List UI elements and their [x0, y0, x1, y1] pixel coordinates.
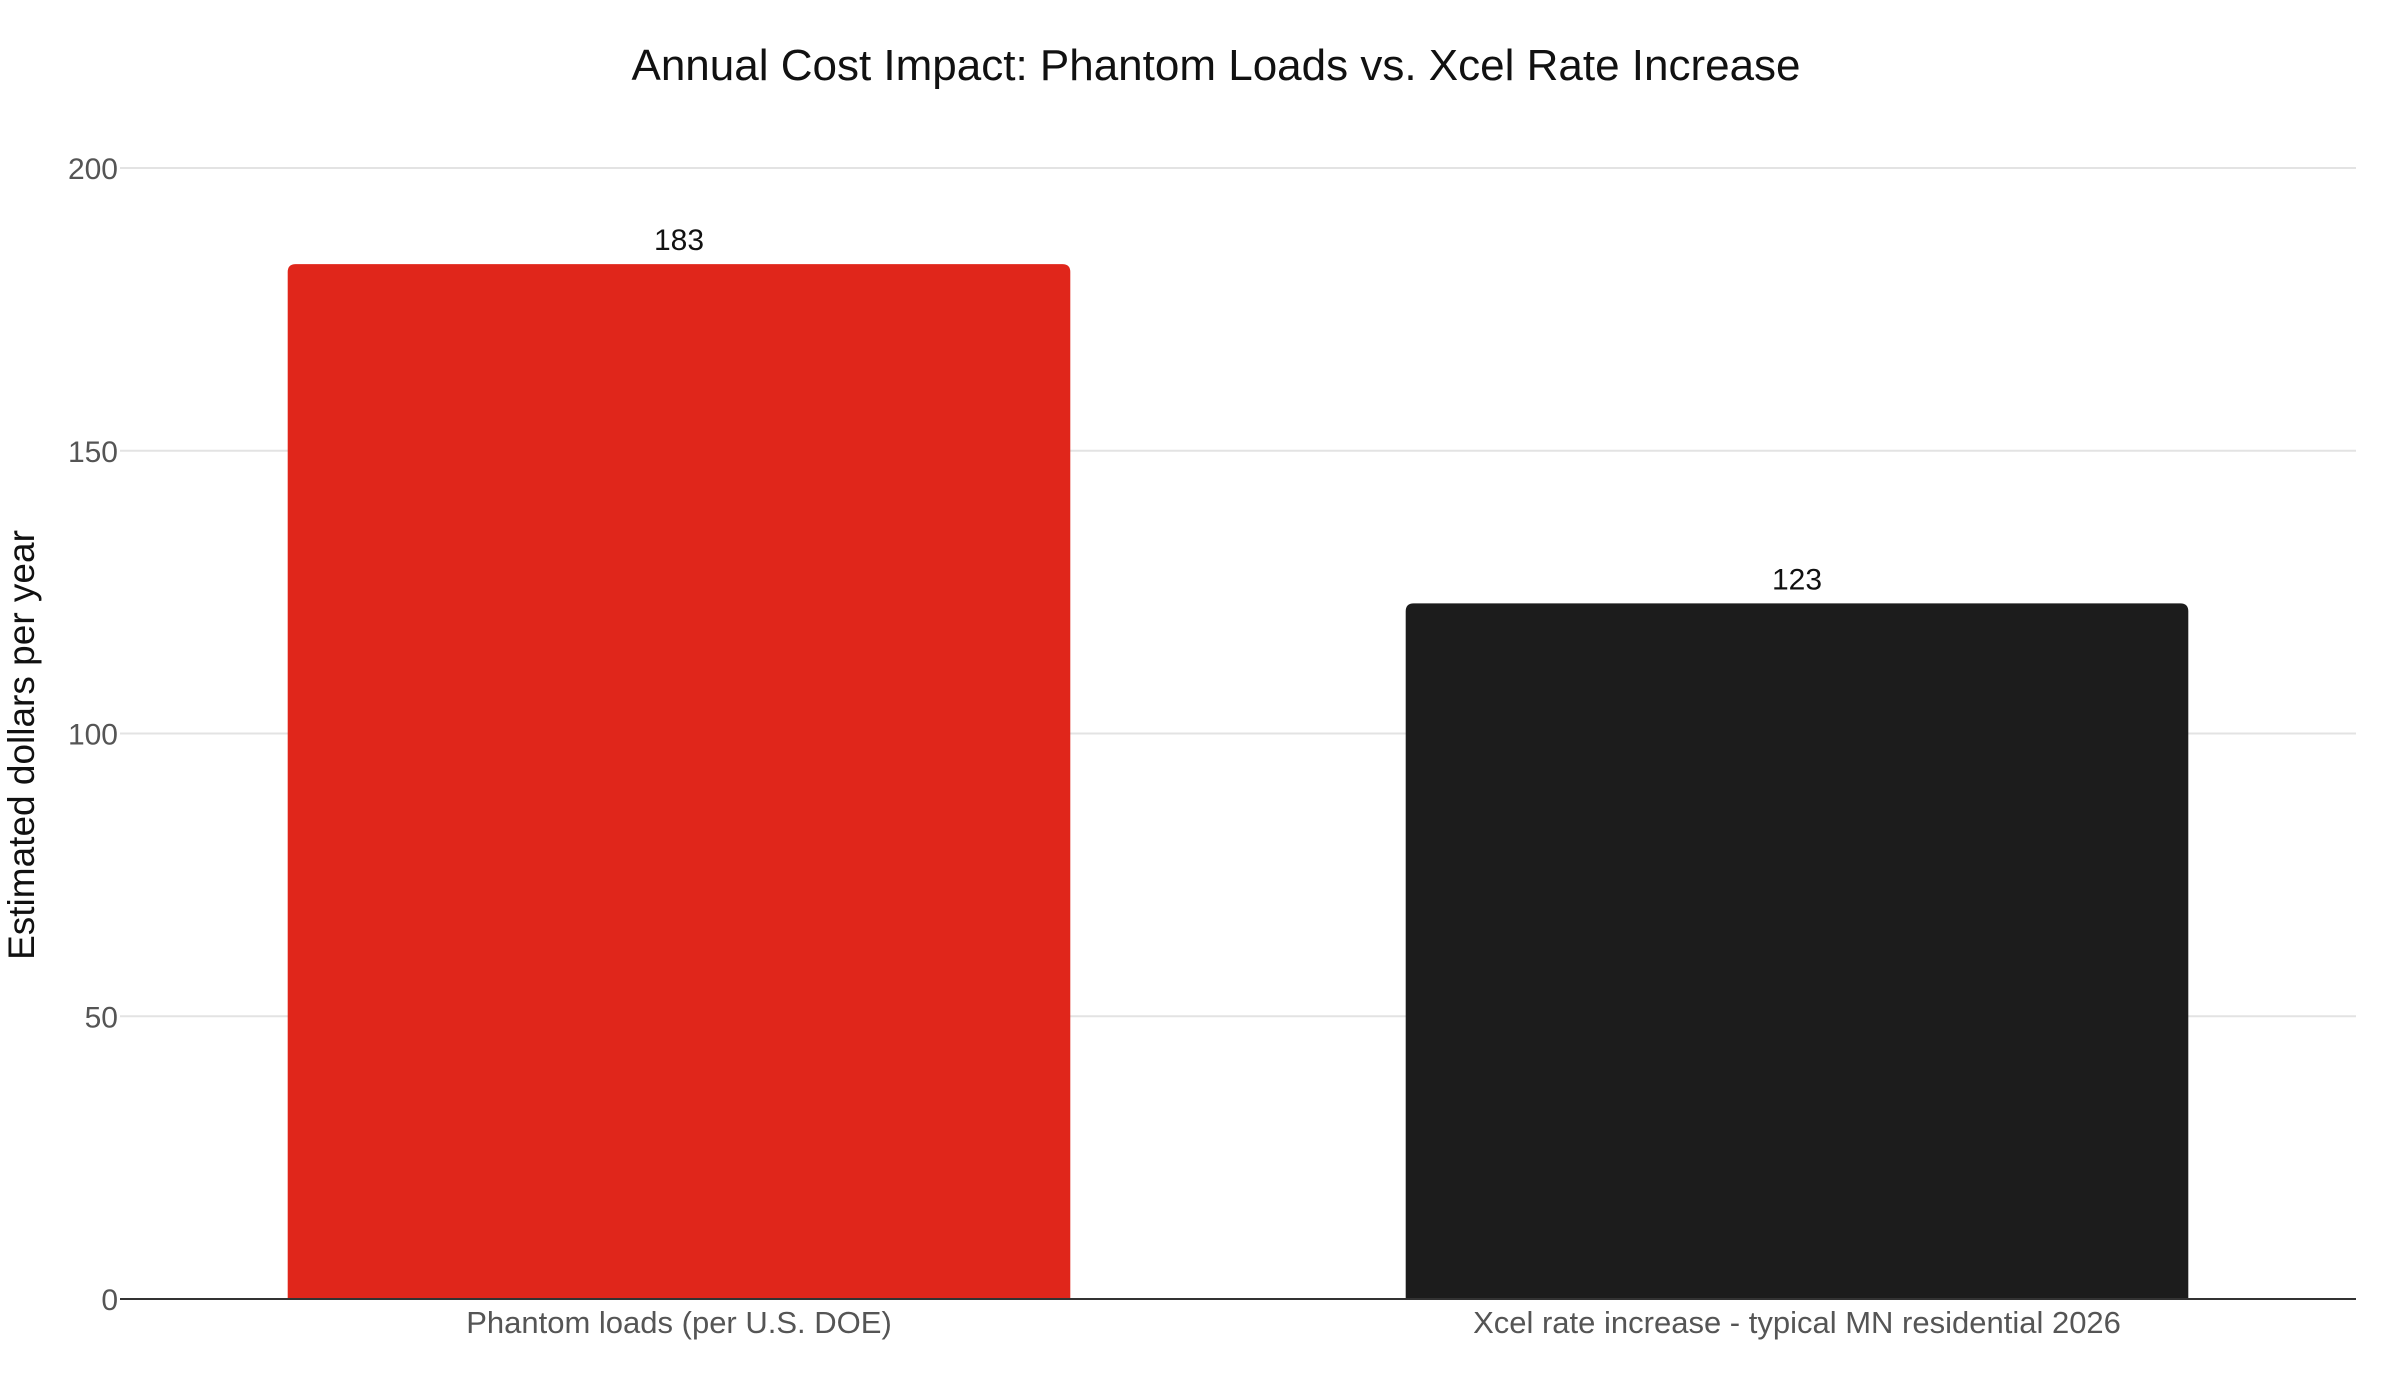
bar-value-label: 183 — [654, 224, 704, 257]
y-tick-label: 150 — [68, 436, 118, 469]
data-labels: 183 123 — [654, 224, 1822, 596]
bar — [1405, 603, 2189, 1299]
y-tick-label: 50 — [85, 1001, 118, 1034]
y-tick-label: 100 — [68, 719, 118, 752]
bar-value-label: 123 — [1772, 563, 1822, 596]
x-category-label: Phantom loads (per U.S. DOE) — [466, 1305, 892, 1340]
x-category-label: Xcel rate increase - typical MN resident… — [1473, 1305, 2121, 1340]
bars — [287, 264, 2189, 1299]
y-tick-label: 200 — [68, 153, 118, 186]
y-axis-ticks: 0 50 100 150 200 — [68, 153, 118, 1317]
y-axis-title: Estimated dollars per year — [1, 530, 42, 960]
bar — [287, 264, 1071, 1299]
y-tick-label: 0 — [101, 1284, 118, 1317]
chart-title: Annual Cost Impact: Phantom Loads vs. Xc… — [631, 41, 1800, 90]
x-axis-categories: Phantom loads (per U.S. DOE) Xcel rate in… — [466, 1305, 2121, 1340]
